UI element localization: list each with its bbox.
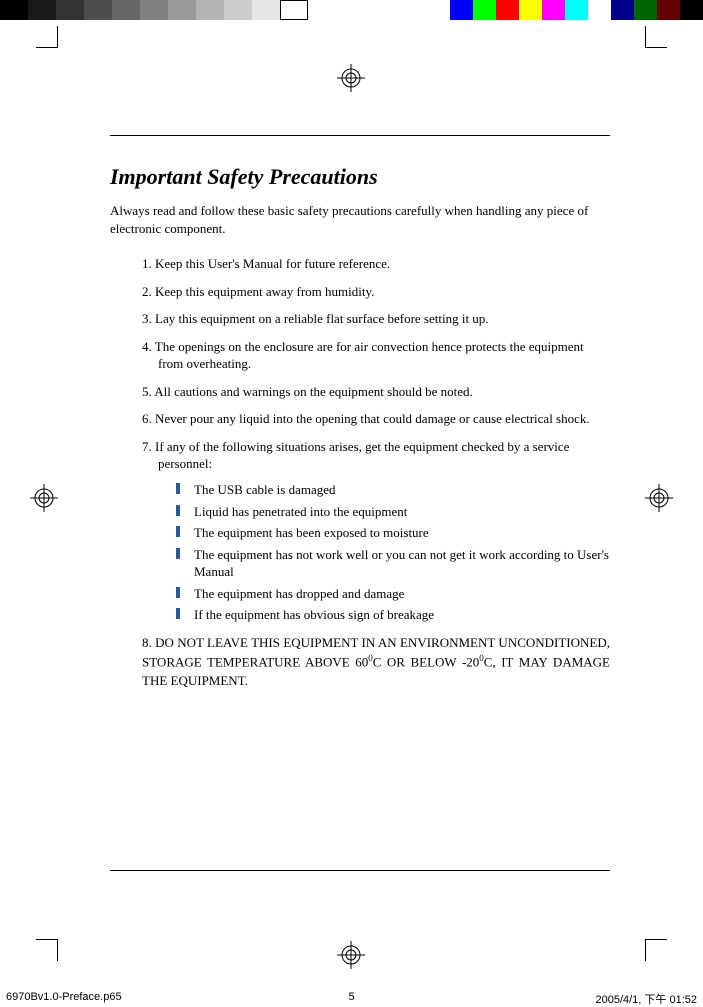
precautions-list: 1. Keep this User's Manual for future re… <box>142 255 610 624</box>
registration-mark-top <box>337 64 365 92</box>
precaution-item: 4. The openings on the enclosure are for… <box>142 338 610 373</box>
precaution-item: 7. If any of the following situations ar… <box>142 438 610 624</box>
situation-item: If the equipment has obvious sign of bre… <box>194 606 610 624</box>
situations-sublist: The USB cable is damaged Liquid has penet… <box>194 481 610 624</box>
page-content: Important Safety Precautions Always read… <box>110 135 610 690</box>
crop-mark-bottom-right <box>645 939 667 961</box>
situation-item: The USB cable is damaged <box>194 481 610 499</box>
precaution-item: 3. Lay this equipment on a reliable flat… <box>142 310 610 328</box>
bottom-rule <box>110 870 610 871</box>
crop-mark-bottom-left <box>36 939 58 961</box>
top-rule <box>110 135 610 136</box>
registration-mark-left <box>30 484 58 512</box>
precaution-item: 1. Keep this User's Manual for future re… <box>142 255 610 273</box>
registration-mark-bottom <box>337 941 365 969</box>
page-title: Important Safety Precautions <box>110 164 610 190</box>
crop-mark-top-left <box>36 26 58 48</box>
situation-item: The equipment has been exposed to moistu… <box>194 524 610 542</box>
precaution-item: 5. All cautions and warnings on the equi… <box>142 383 610 401</box>
precaution-item: 6. Never pour any liquid into the openin… <box>142 410 610 428</box>
precaution-item-8: 8. DO NOT LEAVE THIS EQUIPMENT IN AN ENV… <box>142 634 610 690</box>
intro-paragraph: Always read and follow these basic safet… <box>110 202 610 237</box>
precaution-item: 2. Keep this equipment away from humidit… <box>142 283 610 301</box>
footer-datetime: 2005/4/1, 下午 01:52 <box>595 991 697 1007</box>
situation-item: Liquid has penetrated into the equipment <box>194 503 610 521</box>
item8-part-b: C OR BELOW -20 <box>373 654 480 669</box>
crop-mark-top-right <box>645 26 667 48</box>
situation-item: The equipment has dropped and damage <box>194 585 610 603</box>
situation-item: The equipment has not work well or you c… <box>194 546 610 581</box>
color-calibration-bar <box>0 0 703 20</box>
registration-mark-right <box>645 484 673 512</box>
